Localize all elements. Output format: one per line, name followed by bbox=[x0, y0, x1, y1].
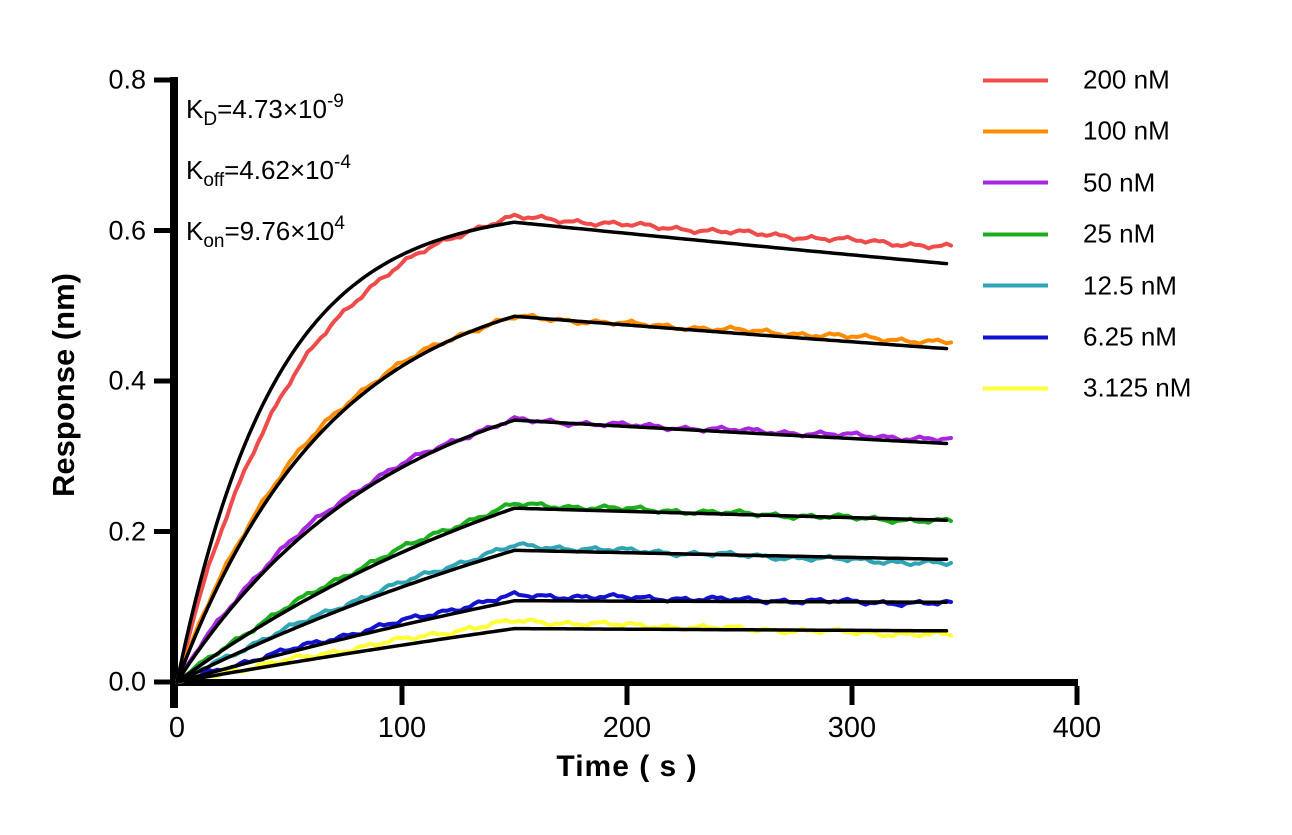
legend-line-swatch bbox=[983, 386, 1048, 391]
y-tick-label-0.2: 0.2 bbox=[108, 516, 146, 546]
legend-label: 50 nM bbox=[1083, 167, 1156, 198]
legend-line-swatch bbox=[983, 180, 1048, 185]
data-curve-100-nM bbox=[175, 312, 953, 684]
y-tick bbox=[154, 529, 170, 534]
legend-item-3-125-nM: 3.125 nM bbox=[983, 373, 1191, 404]
y-tick-label-0.6: 0.6 bbox=[108, 215, 146, 245]
legend-line-swatch bbox=[983, 232, 1048, 237]
x-axis-title: Time ( s ) bbox=[556, 750, 698, 783]
x-axis-line bbox=[170, 679, 1078, 686]
fit-curve-6-25-nM bbox=[175, 598, 949, 684]
legend-line-swatch bbox=[983, 78, 1048, 82]
y-tick bbox=[154, 378, 170, 384]
y-tick bbox=[154, 228, 170, 233]
data-curve-200-nM bbox=[175, 212, 953, 684]
x-tick-label-400: 400 bbox=[1052, 712, 1102, 744]
fit-curve-3-125-nM bbox=[175, 626, 949, 684]
legend-item-25-nM: 25 nM bbox=[983, 219, 1155, 250]
legend-line-swatch bbox=[983, 129, 1048, 134]
kinetics-annotation-D: KD=4.73×10-9 bbox=[186, 91, 344, 130]
kinetics-annotations: KD=4.73×10-9 Koff=4.62×10-4 Kon=9.76×104 bbox=[186, 80, 351, 263]
fit-curve-100-nM bbox=[175, 314, 949, 684]
x-tick bbox=[399, 686, 405, 705]
x-tick bbox=[624, 686, 630, 705]
y-tick-label-0.4: 0.4 bbox=[108, 365, 146, 396]
fit-curve-200-nM bbox=[175, 220, 949, 684]
y-tick bbox=[154, 77, 170, 83]
y-axis-line bbox=[170, 77, 178, 708]
fit-curve-12-5-nM bbox=[175, 548, 949, 684]
x-tick-label-200: 200 bbox=[602, 712, 652, 744]
legend-item-6-25-nM: 6.25 nM bbox=[983, 322, 1177, 353]
fit-curve-25-nM bbox=[175, 506, 949, 684]
legend-label: 6.25 nM bbox=[1083, 321, 1177, 352]
fit-curve-50-nM bbox=[175, 418, 949, 684]
legend-item-200-nM: 200 nM bbox=[983, 65, 1170, 96]
legend-label: 25 nM bbox=[1083, 218, 1156, 249]
kinetics-annotation-on: Kon=9.76×104 bbox=[186, 213, 345, 252]
data-curve-6-25-nM bbox=[175, 590, 953, 684]
legend-line-swatch bbox=[983, 283, 1048, 288]
legend-line-swatch bbox=[983, 335, 1048, 339]
x-tick-label-300: 300 bbox=[827, 712, 877, 744]
legend-label: 3.125 nM bbox=[1083, 372, 1192, 403]
y-tick-label-0.0: 0.0 bbox=[108, 666, 146, 697]
y-tick bbox=[154, 679, 170, 685]
legend-item-50-nM: 50 nM bbox=[983, 167, 1155, 198]
legend-label: 100 nM bbox=[1083, 115, 1170, 146]
x-tick-label-100: 100 bbox=[377, 712, 427, 744]
data-curve-3-125-nM bbox=[175, 617, 953, 684]
y-tick-label-0.8: 0.8 bbox=[108, 64, 146, 95]
legend-item-100-nM: 100 nM bbox=[983, 116, 1170, 147]
legend-label: 12.5 nM bbox=[1083, 270, 1177, 301]
x-tick bbox=[1074, 686, 1080, 705]
x-tick-label-0: 0 bbox=[168, 712, 186, 744]
kinetics-annotation-off: Koff=4.62×10-4 bbox=[186, 152, 351, 191]
legend-label: 200 nM bbox=[1083, 64, 1170, 95]
x-tick bbox=[849, 686, 855, 705]
y-axis-title: Response (nm) bbox=[46, 273, 81, 497]
legend-item-12-5-nM: 12.5 nM bbox=[983, 270, 1177, 301]
